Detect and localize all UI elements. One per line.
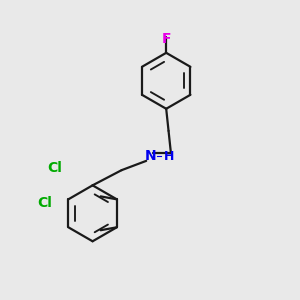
Text: Cl: Cl (47, 161, 62, 175)
Text: N: N (145, 149, 156, 164)
Text: F: F (161, 32, 171, 46)
Text: Cl: Cl (38, 196, 52, 210)
Text: H: H (164, 150, 174, 163)
